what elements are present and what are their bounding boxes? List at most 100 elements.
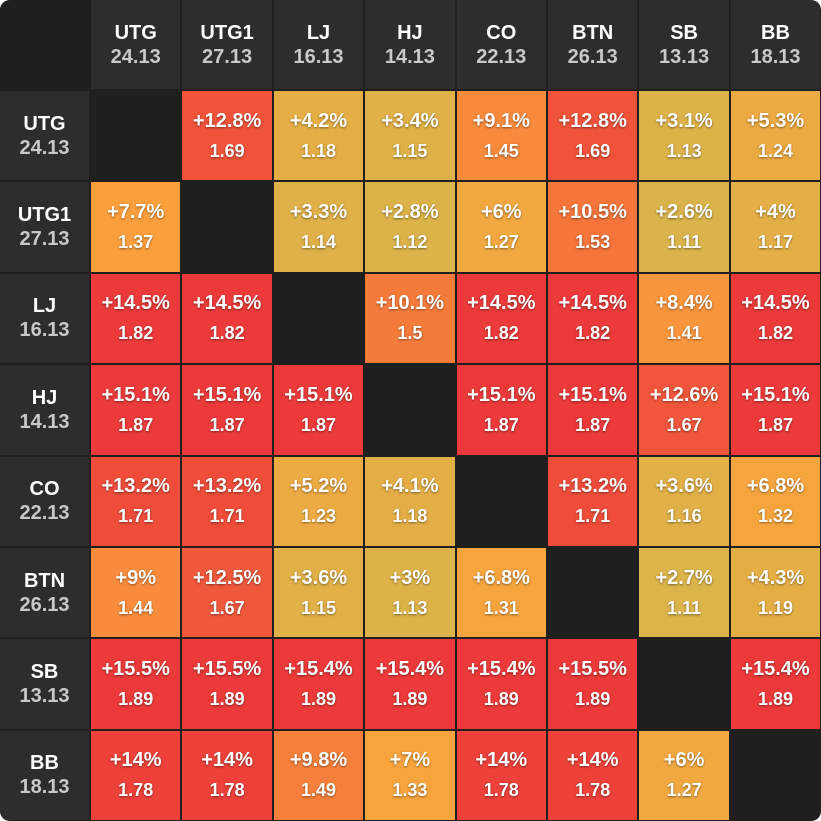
cell-percent-label: +15.5%	[192, 658, 262, 681]
col-header-stack: 16.13	[293, 45, 344, 68]
cell-ratio-label: 1.13	[666, 140, 702, 161]
cell-ratio-label: 1.89	[757, 689, 794, 710]
cell-percent-label: +3.6%	[655, 475, 713, 498]
cell-ratio-label: 1.87	[575, 414, 611, 435]
cell-percent-label: +15.1%	[284, 383, 353, 406]
row-header-name: CO	[29, 478, 60, 501]
heatmap-cell-btn-bb: +4.3% 1.19	[730, 548, 821, 638]
cell-percent-label: +6.8%	[472, 566, 530, 589]
row-header-utg1: UTG1 27.13	[0, 182, 89, 272]
cell-ratio-label: 1.19	[757, 597, 794, 618]
heatmap-cell-btn-hj: +3% 1.13	[365, 548, 455, 638]
heatmap-cell-co-btn: +13.2% 1.71	[548, 456, 638, 546]
heatmap-cell-sb-utg1: +15.5% 1.89	[182, 639, 272, 729]
heatmap-cell-co-bb: +6.8% 1.32	[730, 456, 821, 546]
col-header-stack: 14.13	[384, 45, 435, 68]
col-header-stack: 13.13	[659, 45, 710, 68]
diagonal-empty-cell	[273, 273, 364, 364]
row-header-bb: BB 18.13	[0, 730, 89, 821]
row-header-name: UTG	[23, 112, 66, 135]
row-header-name: LJ	[32, 295, 57, 318]
cell-ratio-label: 1.67	[209, 597, 245, 618]
heatmap-cell-utg1-btn: +10.5% 1.53	[548, 182, 638, 272]
col-header-stack: 26.13	[567, 45, 618, 68]
row-header-stack: 22.13	[19, 502, 70, 525]
cell-ratio-label: 1.27	[483, 232, 519, 253]
heatmap-cell-btn-co: +6.8% 1.31	[456, 548, 546, 638]
heatmap-cell-bb-sb: +6% 1.27	[639, 730, 729, 821]
cell-percent-label: +14%	[201, 749, 253, 772]
cell-percent-label: +14.5%	[741, 292, 810, 315]
col-header-hj: HJ 14.13	[365, 0, 455, 89]
heatmap-cell-co-lj: +5.2% 1.23	[273, 456, 364, 546]
heatmap-cell-bb-hj: +7% 1.33	[365, 730, 455, 821]
cell-percent-label: +4%	[755, 201, 796, 224]
heatmap-cell-lj-co: +14.5% 1.82	[456, 273, 546, 364]
cell-percent-label: +5.2%	[289, 475, 348, 498]
heatmap-cell-sb-co: +15.4% 1.89	[456, 639, 546, 729]
heatmap-cell-hj-bb: +15.1% 1.87	[730, 365, 821, 455]
cell-percent-label: +12.6%	[649, 383, 719, 406]
cell-ratio-label: 1.71	[118, 506, 154, 527]
cell-ratio-label: 1.5	[397, 323, 423, 344]
heatmap-cell-utg-btn: +12.8% 1.69	[548, 91, 638, 181]
heatmap-cell-lj-btn: +14.5% 1.82	[548, 273, 638, 364]
heatmap-cell-utg1-sb: +2.6% 1.11	[639, 182, 729, 272]
cell-ratio-label: 1.69	[575, 140, 611, 161]
col-header-name: CO	[486, 21, 517, 44]
cell-ratio-label: 1.89	[575, 689, 611, 710]
heatmap-cell-utg-utg1: +12.8% 1.69	[182, 91, 272, 181]
cell-ratio-label: 1.82	[209, 323, 245, 344]
cell-percent-label: +15.4%	[467, 658, 536, 681]
heatmap-cell-co-utg: +13.2% 1.71	[91, 456, 181, 546]
heatmap-cell-hj-utg1: +15.1% 1.87	[182, 365, 272, 455]
heatmap-cell-sb-hj: +15.4% 1.89	[365, 639, 455, 729]
cell-ratio-label: 1.15	[392, 140, 428, 161]
cell-percent-label: +14.5%	[101, 292, 170, 315]
cell-percent-label: +12.5%	[192, 566, 262, 589]
cell-percent-label: +9%	[115, 566, 156, 589]
heatmap-cell-utg1-utg: +7.7% 1.37	[91, 182, 181, 272]
col-header-name: BB	[761, 21, 790, 44]
heatmap-cell-lj-bb: +14.5% 1.82	[730, 273, 821, 364]
cell-ratio-label: 1.82	[757, 323, 794, 344]
heatmap-cell-utg-bb: +5.3% 1.24	[730, 91, 821, 181]
heatmap-cell-bb-lj: +9.8% 1.49	[273, 730, 364, 821]
col-header-stack: 18.13	[750, 45, 801, 68]
cell-percent-label: +12.8%	[558, 109, 627, 132]
heatmap-cell-sb-bb: +15.4% 1.89	[730, 639, 821, 729]
cell-percent-label: +3.3%	[289, 201, 348, 224]
row-header-stack: 26.13	[19, 593, 70, 616]
cell-percent-label: +4.3%	[746, 566, 805, 589]
cell-percent-label: +14%	[109, 749, 162, 772]
heatmap-cell-hj-co: +15.1% 1.87	[456, 365, 546, 455]
diagonal-empty-cell	[365, 365, 455, 455]
cell-ratio-label: 1.45	[483, 140, 519, 161]
heatmap-cell-co-utg1: +13.2% 1.71	[182, 456, 272, 546]
cell-percent-label: +2.8%	[381, 201, 439, 224]
cell-ratio-label: 1.87	[757, 414, 794, 435]
col-header-stack: 24.13	[110, 45, 161, 68]
cell-ratio-label: 1.89	[392, 689, 428, 710]
row-header-co: CO 22.13	[0, 456, 89, 546]
cell-percent-label: +14.5%	[467, 292, 536, 315]
col-header-stack: 22.13	[476, 45, 527, 68]
diagonal-empty-cell	[639, 639, 729, 729]
cell-ratio-label: 1.18	[300, 140, 337, 161]
diagonal-empty-cell	[730, 730, 821, 821]
cell-ratio-label: 1.78	[209, 780, 245, 801]
col-header-name: UTG1	[200, 21, 254, 44]
cell-ratio-label: 1.44	[118, 597, 154, 618]
cell-percent-label: +3.1%	[655, 109, 713, 132]
corner-cell	[0, 0, 89, 89]
row-header-utg: UTG 24.13	[0, 91, 89, 181]
heatmap-cell-sb-btn: +15.5% 1.89	[548, 639, 638, 729]
cell-ratio-label: 1.82	[575, 323, 611, 344]
heatmap-cell-hj-sb: +12.6% 1.67	[639, 365, 729, 455]
cell-percent-label: +15.1%	[192, 383, 262, 406]
heatmap-cell-bb-btn: +14% 1.78	[548, 730, 638, 821]
row-header-stack: 18.13	[19, 776, 70, 799]
col-header-stack: 27.13	[202, 45, 253, 68]
cell-ratio-label: 1.49	[300, 780, 337, 801]
cell-percent-label: +10.5%	[558, 201, 627, 224]
